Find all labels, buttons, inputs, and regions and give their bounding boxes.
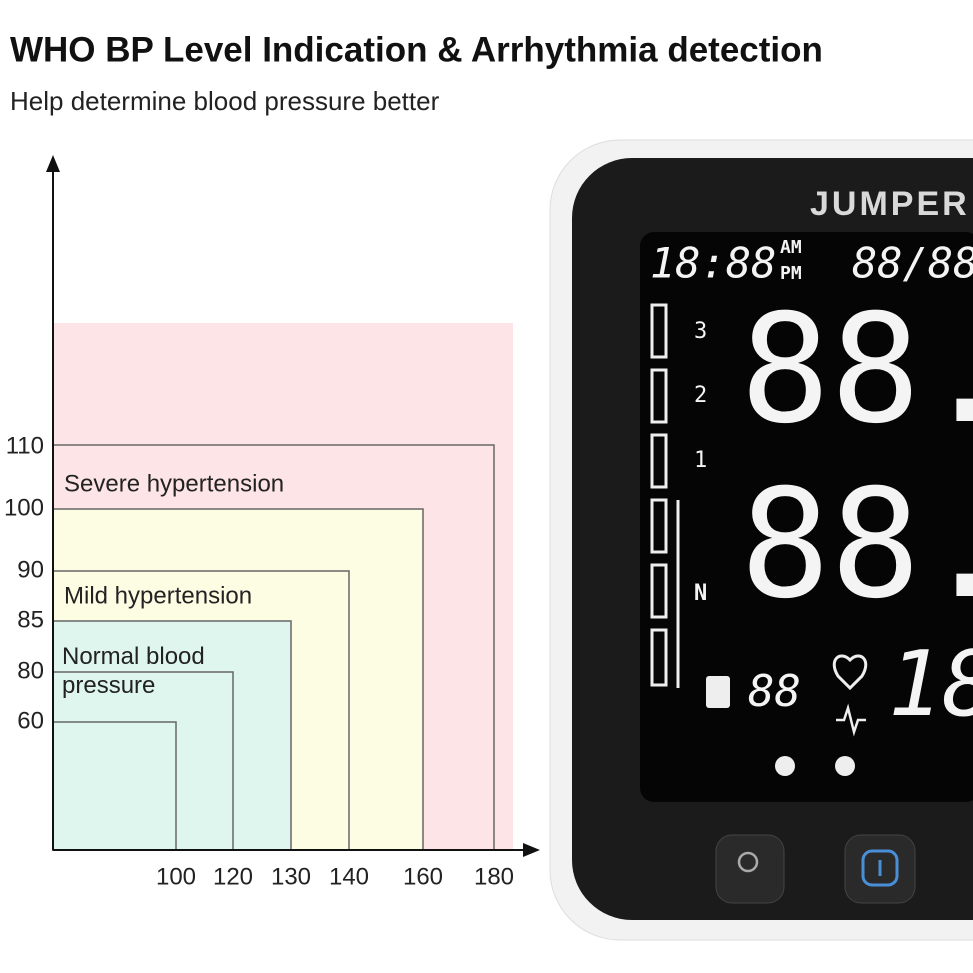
zone-label: Normal blood pressure (62, 643, 205, 699)
x-tick-label: 160 (403, 863, 443, 890)
zone-label: Mild hypertension (64, 582, 252, 609)
heart-icon (832, 654, 868, 691)
user-button[interactable] (715, 834, 785, 904)
memory: 88 (748, 666, 801, 717)
systolic: 88. (740, 283, 973, 457)
x-tick-label: 100 (156, 863, 196, 890)
zone-label: Severe hypertension (64, 470, 284, 497)
am: AM (780, 237, 802, 258)
title: WHO BP Level Indication & Arrhythmia det… (10, 30, 823, 69)
brand: JUMPER (810, 185, 970, 223)
y-tick-label: 85 (17, 606, 44, 633)
date: 88/88 (852, 239, 973, 288)
x-tick-label: 140 (329, 863, 369, 890)
level: 3 (694, 319, 707, 344)
pm: PM (780, 263, 802, 284)
arrow (523, 843, 540, 857)
y-tick-label: 90 (17, 556, 44, 583)
device: JUMPER 18:88 AM PM 88/88 88. 88. 88 18 3… (549, 139, 973, 941)
start-button-icon (861, 849, 899, 887)
user-icon (775, 756, 795, 776)
arrow (46, 155, 60, 172)
x-tick-label: 120 (213, 863, 253, 890)
x-tick-label: 180 (474, 863, 514, 890)
bp-diagram: Severe hypertension Mild hypertension No… (4, 155, 540, 890)
lcd (640, 232, 973, 802)
pulse: 18 (888, 632, 973, 737)
memo-icon (706, 676, 730, 708)
level: 1 (694, 448, 707, 473)
y-tick-label: 60 (17, 707, 44, 734)
zone-label-box: Normal blood pressure (62, 643, 205, 699)
time: 18:88 (650, 239, 776, 288)
level: N (694, 581, 707, 606)
level: 2 (694, 383, 707, 408)
user-button-icon (737, 851, 759, 873)
x-tick-label: 130 (271, 863, 311, 890)
user-icon (835, 756, 855, 776)
ecg-icon (836, 703, 866, 737)
subtitle: Help determine blood pressure better (10, 86, 440, 116)
y-tick-label: 110 (6, 432, 44, 459)
y-tick-label: 100 (4, 494, 44, 521)
diastolic: 88. (740, 458, 973, 632)
level-bars (650, 303, 680, 688)
y-tick-label: 80 (17, 657, 44, 684)
zone-box (52, 721, 177, 851)
